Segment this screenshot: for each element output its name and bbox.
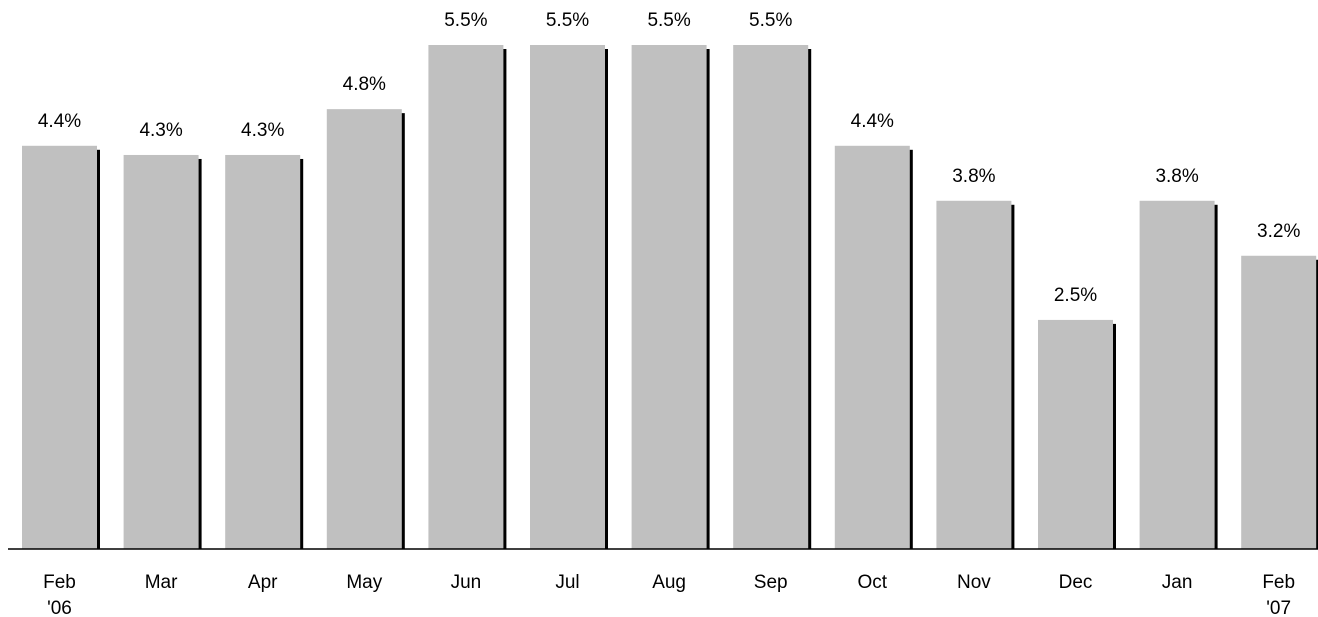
bar [631, 45, 707, 549]
data-label: 5.5% [749, 10, 792, 31]
bar [428, 45, 504, 549]
data-label: 5.5% [546, 10, 589, 31]
bar [936, 200, 1012, 550]
data-label: 2.5% [1054, 285, 1097, 306]
x-tick-label: Oct [857, 572, 888, 593]
bar [225, 154, 301, 550]
x-tick-label: Feb '06 [43, 572, 76, 617]
data-label: 3.2% [1257, 221, 1300, 242]
bar [733, 45, 809, 549]
bar [530, 45, 605, 549]
data-label: 3.8% [952, 166, 995, 187]
x-tick-label: Nov [956, 572, 991, 593]
data-label: 3.8% [1155, 166, 1198, 187]
data-label: 4.3% [241, 120, 284, 141]
x-tick-label: Jun [450, 572, 482, 593]
x-tick-label: Dec [1058, 572, 1093, 593]
x-tick-label: Apr [247, 572, 278, 593]
data-label: 5.5% [647, 10, 690, 31]
bar [123, 154, 199, 550]
data-label: 4.4% [38, 111, 81, 132]
x-tick-label: Sep [753, 572, 788, 593]
data-label: 4.3% [139, 120, 182, 141]
x-tick-label: Jul [555, 572, 580, 593]
data-label: 5.5% [444, 10, 487, 31]
x-tick-label: May [346, 572, 383, 593]
x-tick-label: Feb '07 [1262, 572, 1296, 617]
x-tick-label: Aug [652, 572, 686, 593]
bar [1241, 255, 1317, 549]
bar [1139, 200, 1215, 550]
x-tick-label: Jan [1161, 572, 1193, 593]
x-tick-label: Mar [144, 572, 178, 593]
data-label: 4.8% [343, 74, 386, 95]
bar [326, 109, 402, 550]
bar [1038, 319, 1113, 549]
bar [22, 145, 97, 550]
data-label: 4.4% [851, 111, 894, 132]
bar [834, 145, 910, 550]
